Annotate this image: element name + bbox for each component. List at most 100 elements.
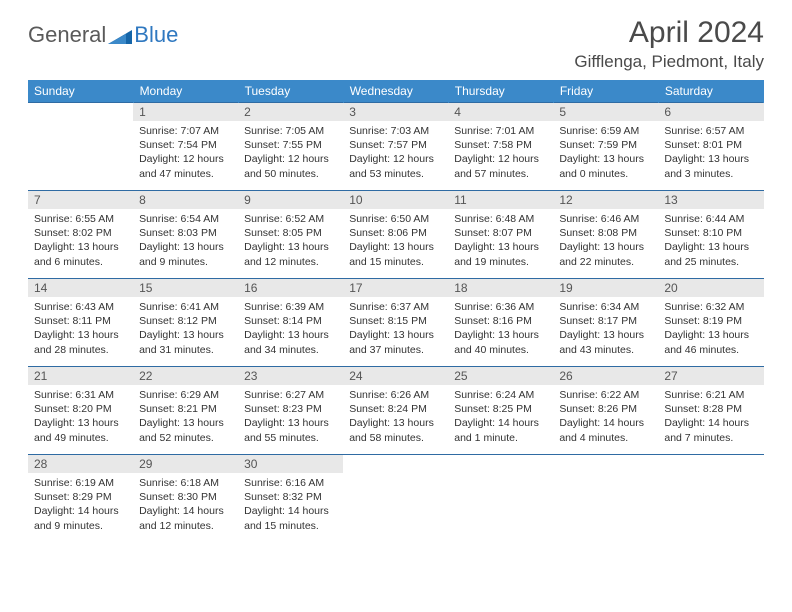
day-number: 6 <box>658 103 763 121</box>
day-details: Sunrise: 6:50 AMSunset: 8:06 PMDaylight:… <box>343 209 448 273</box>
calendar-cell: 5Sunrise: 6:59 AMSunset: 7:59 PMDaylight… <box>553 103 658 191</box>
day-header: Tuesday <box>238 80 343 103</box>
calendar-week-row: 21Sunrise: 6:31 AMSunset: 8:20 PMDayligh… <box>28 367 764 455</box>
calendar-cell: 2Sunrise: 7:05 AMSunset: 7:55 PMDaylight… <box>238 103 343 191</box>
calendar-cell: 23Sunrise: 6:27 AMSunset: 8:23 PMDayligh… <box>238 367 343 455</box>
calendar-cell: 25Sunrise: 6:24 AMSunset: 8:25 PMDayligh… <box>448 367 553 455</box>
day-details: Sunrise: 6:26 AMSunset: 8:24 PMDaylight:… <box>343 385 448 449</box>
day-number <box>28 103 133 107</box>
day-number: 28 <box>28 455 133 473</box>
day-header-row: SundayMondayTuesdayWednesdayThursdayFrid… <box>28 80 764 103</box>
day-number: 7 <box>28 191 133 209</box>
calendar-cell: 19Sunrise: 6:34 AMSunset: 8:17 PMDayligh… <box>553 279 658 367</box>
day-details: Sunrise: 6:44 AMSunset: 8:10 PMDaylight:… <box>658 209 763 273</box>
day-number: 1 <box>133 103 238 121</box>
day-header: Sunday <box>28 80 133 103</box>
calendar-cell <box>553 455 658 543</box>
day-details: Sunrise: 6:46 AMSunset: 8:08 PMDaylight:… <box>553 209 658 273</box>
calendar-cell: 28Sunrise: 6:19 AMSunset: 8:29 PMDayligh… <box>28 455 133 543</box>
day-number: 5 <box>553 103 658 121</box>
day-details: Sunrise: 6:16 AMSunset: 8:32 PMDaylight:… <box>238 473 343 537</box>
header: General Blue April 2024 Gifflenga, Piedm… <box>28 16 764 72</box>
calendar-cell: 6Sunrise: 6:57 AMSunset: 8:01 PMDaylight… <box>658 103 763 191</box>
day-number: 3 <box>343 103 448 121</box>
calendar-cell: 14Sunrise: 6:43 AMSunset: 8:11 PMDayligh… <box>28 279 133 367</box>
logo-triangle-icon <box>108 26 132 44</box>
calendar-week-row: 28Sunrise: 6:19 AMSunset: 8:29 PMDayligh… <box>28 455 764 543</box>
day-number: 16 <box>238 279 343 297</box>
day-number <box>343 455 448 459</box>
day-number: 18 <box>448 279 553 297</box>
day-number: 30 <box>238 455 343 473</box>
day-number: 2 <box>238 103 343 121</box>
day-number: 29 <box>133 455 238 473</box>
calendar-cell: 7Sunrise: 6:55 AMSunset: 8:02 PMDaylight… <box>28 191 133 279</box>
calendar-cell <box>448 455 553 543</box>
day-details: Sunrise: 6:27 AMSunset: 8:23 PMDaylight:… <box>238 385 343 449</box>
day-details: Sunrise: 6:55 AMSunset: 8:02 PMDaylight:… <box>28 209 133 273</box>
day-details: Sunrise: 7:01 AMSunset: 7:58 PMDaylight:… <box>448 121 553 185</box>
calendar-cell: 30Sunrise: 6:16 AMSunset: 8:32 PMDayligh… <box>238 455 343 543</box>
calendar-cell: 8Sunrise: 6:54 AMSunset: 8:03 PMDaylight… <box>133 191 238 279</box>
day-number: 20 <box>658 279 763 297</box>
day-details: Sunrise: 6:22 AMSunset: 8:26 PMDaylight:… <box>553 385 658 449</box>
day-details: Sunrise: 6:24 AMSunset: 8:25 PMDaylight:… <box>448 385 553 449</box>
calendar-cell: 4Sunrise: 7:01 AMSunset: 7:58 PMDaylight… <box>448 103 553 191</box>
day-header: Friday <box>553 80 658 103</box>
day-details: Sunrise: 6:52 AMSunset: 8:05 PMDaylight:… <box>238 209 343 273</box>
day-number: 23 <box>238 367 343 385</box>
day-details: Sunrise: 6:21 AMSunset: 8:28 PMDaylight:… <box>658 385 763 449</box>
day-number: 17 <box>343 279 448 297</box>
calendar-cell: 26Sunrise: 6:22 AMSunset: 8:26 PMDayligh… <box>553 367 658 455</box>
calendar-cell: 12Sunrise: 6:46 AMSunset: 8:08 PMDayligh… <box>553 191 658 279</box>
day-number <box>658 455 763 459</box>
day-details: Sunrise: 7:03 AMSunset: 7:57 PMDaylight:… <box>343 121 448 185</box>
calendar-week-row: 14Sunrise: 6:43 AMSunset: 8:11 PMDayligh… <box>28 279 764 367</box>
title-block: April 2024 Gifflenga, Piedmont, Italy <box>574 16 764 72</box>
day-number: 22 <box>133 367 238 385</box>
day-number: 26 <box>553 367 658 385</box>
logo: General Blue <box>28 22 178 48</box>
day-header: Thursday <box>448 80 553 103</box>
calendar-week-row: 1Sunrise: 7:07 AMSunset: 7:54 PMDaylight… <box>28 103 764 191</box>
calendar-cell: 24Sunrise: 6:26 AMSunset: 8:24 PMDayligh… <box>343 367 448 455</box>
day-details: Sunrise: 6:39 AMSunset: 8:14 PMDaylight:… <box>238 297 343 361</box>
calendar-cell: 3Sunrise: 7:03 AMSunset: 7:57 PMDaylight… <box>343 103 448 191</box>
calendar-table: SundayMondayTuesdayWednesdayThursdayFrid… <box>28 80 764 543</box>
day-number <box>553 455 658 459</box>
calendar-cell <box>28 103 133 191</box>
day-number: 27 <box>658 367 763 385</box>
day-details: Sunrise: 6:41 AMSunset: 8:12 PMDaylight:… <box>133 297 238 361</box>
day-details: Sunrise: 6:18 AMSunset: 8:30 PMDaylight:… <box>133 473 238 537</box>
day-details: Sunrise: 7:05 AMSunset: 7:55 PMDaylight:… <box>238 121 343 185</box>
calendar-cell: 17Sunrise: 6:37 AMSunset: 8:15 PMDayligh… <box>343 279 448 367</box>
day-number: 13 <box>658 191 763 209</box>
calendar-cell: 13Sunrise: 6:44 AMSunset: 8:10 PMDayligh… <box>658 191 763 279</box>
logo-text-general: General <box>28 22 106 48</box>
day-number: 4 <box>448 103 553 121</box>
day-number: 14 <box>28 279 133 297</box>
day-details: Sunrise: 6:29 AMSunset: 8:21 PMDaylight:… <box>133 385 238 449</box>
day-number: 8 <box>133 191 238 209</box>
day-details: Sunrise: 6:19 AMSunset: 8:29 PMDaylight:… <box>28 473 133 537</box>
day-header: Saturday <box>658 80 763 103</box>
calendar-cell <box>658 455 763 543</box>
day-details: Sunrise: 6:59 AMSunset: 7:59 PMDaylight:… <box>553 121 658 185</box>
day-header: Monday <box>133 80 238 103</box>
calendar-cell: 21Sunrise: 6:31 AMSunset: 8:20 PMDayligh… <box>28 367 133 455</box>
calendar-cell: 18Sunrise: 6:36 AMSunset: 8:16 PMDayligh… <box>448 279 553 367</box>
calendar-cell: 10Sunrise: 6:50 AMSunset: 8:06 PMDayligh… <box>343 191 448 279</box>
calendar-cell: 27Sunrise: 6:21 AMSunset: 8:28 PMDayligh… <box>658 367 763 455</box>
calendar-cell: 16Sunrise: 6:39 AMSunset: 8:14 PMDayligh… <box>238 279 343 367</box>
day-details: Sunrise: 6:32 AMSunset: 8:19 PMDaylight:… <box>658 297 763 361</box>
calendar-cell: 15Sunrise: 6:41 AMSunset: 8:12 PMDayligh… <box>133 279 238 367</box>
day-number: 10 <box>343 191 448 209</box>
calendar-cell: 29Sunrise: 6:18 AMSunset: 8:30 PMDayligh… <box>133 455 238 543</box>
day-number: 21 <box>28 367 133 385</box>
calendar-cell: 9Sunrise: 6:52 AMSunset: 8:05 PMDaylight… <box>238 191 343 279</box>
day-details: Sunrise: 6:48 AMSunset: 8:07 PMDaylight:… <box>448 209 553 273</box>
location-text: Gifflenga, Piedmont, Italy <box>574 52 764 72</box>
calendar-cell: 20Sunrise: 6:32 AMSunset: 8:19 PMDayligh… <box>658 279 763 367</box>
day-number: 12 <box>553 191 658 209</box>
day-number: 24 <box>343 367 448 385</box>
